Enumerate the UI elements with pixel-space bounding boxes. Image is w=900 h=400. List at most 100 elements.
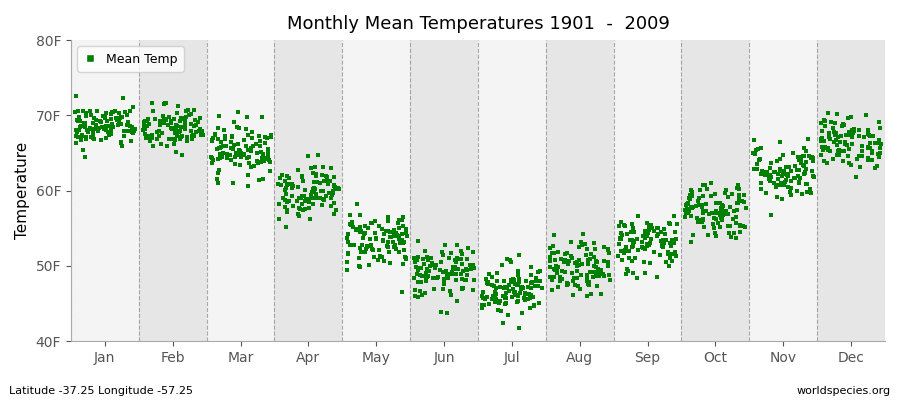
Point [99, 110, 113, 116]
Point [146, 143, 160, 149]
Point [587, 263, 601, 269]
Point [543, 274, 557, 280]
Point [164, 120, 178, 126]
Point [409, 256, 423, 263]
Point [821, 147, 835, 154]
Point [718, 187, 733, 194]
Point [291, 167, 305, 174]
Point [68, 93, 83, 99]
Point [279, 185, 293, 191]
Point [410, 254, 425, 260]
Point [328, 185, 342, 191]
Point [640, 243, 654, 250]
Point [436, 249, 450, 255]
Point [832, 138, 847, 145]
Point [622, 255, 636, 261]
Point [665, 258, 680, 264]
Point [204, 160, 219, 166]
Point [650, 233, 664, 239]
Point [181, 107, 195, 114]
Point [234, 154, 248, 160]
Point [515, 284, 529, 290]
Point [860, 156, 875, 162]
Point [616, 222, 631, 228]
Point [430, 274, 445, 280]
Point [691, 198, 706, 204]
Point [105, 108, 120, 115]
Point [320, 173, 334, 179]
Point [82, 125, 96, 132]
Point [827, 139, 842, 145]
Point [427, 262, 441, 268]
Point [618, 222, 633, 229]
Point [518, 290, 532, 297]
Point [842, 132, 856, 138]
Point [834, 122, 849, 129]
Point [233, 148, 248, 154]
Point [822, 129, 836, 136]
Point [212, 113, 227, 120]
Point [805, 168, 819, 174]
Point [340, 250, 355, 256]
Point [224, 156, 238, 163]
Point [770, 171, 785, 177]
Point [523, 305, 537, 311]
Point [855, 148, 869, 154]
Point [295, 201, 310, 207]
Point [590, 258, 604, 265]
Point [665, 251, 680, 258]
Point [364, 242, 378, 249]
Point [836, 121, 850, 127]
Point [102, 132, 116, 139]
Point [831, 134, 845, 141]
Point [138, 124, 152, 130]
Point [362, 262, 376, 268]
Point [125, 128, 140, 135]
Point [240, 114, 255, 120]
Point [357, 249, 372, 255]
Point [292, 204, 306, 211]
Point [873, 145, 887, 151]
Point [160, 143, 175, 150]
Point [475, 302, 490, 308]
Point [500, 256, 514, 262]
Point [769, 183, 783, 189]
Point [580, 257, 595, 263]
Point [793, 175, 807, 181]
Point [667, 240, 681, 247]
Point [590, 283, 605, 289]
Point [488, 288, 502, 295]
Point [533, 278, 547, 284]
Point [310, 179, 324, 186]
Point [151, 132, 166, 139]
Point [783, 168, 797, 174]
Point [439, 310, 454, 316]
Point [496, 320, 510, 326]
Point [643, 240, 657, 246]
Point [211, 180, 225, 186]
Point [638, 228, 652, 234]
Point [656, 244, 670, 250]
Point [508, 291, 522, 297]
Point [396, 261, 410, 268]
Point [327, 211, 341, 217]
Point [306, 186, 320, 192]
Point [239, 126, 254, 132]
Point [792, 167, 806, 174]
Point [174, 134, 188, 140]
Point [73, 124, 87, 130]
Text: worldspecies.org: worldspecies.org [796, 386, 891, 396]
Point [306, 179, 320, 186]
Point [280, 208, 294, 215]
Point [799, 148, 814, 154]
Point [256, 151, 270, 157]
Point [786, 150, 800, 156]
Point [611, 241, 625, 248]
Point [411, 279, 426, 285]
Point [580, 276, 595, 283]
Point [767, 179, 781, 186]
Point [661, 251, 675, 258]
Point [117, 133, 131, 140]
Point [680, 206, 694, 213]
Point [180, 138, 194, 144]
